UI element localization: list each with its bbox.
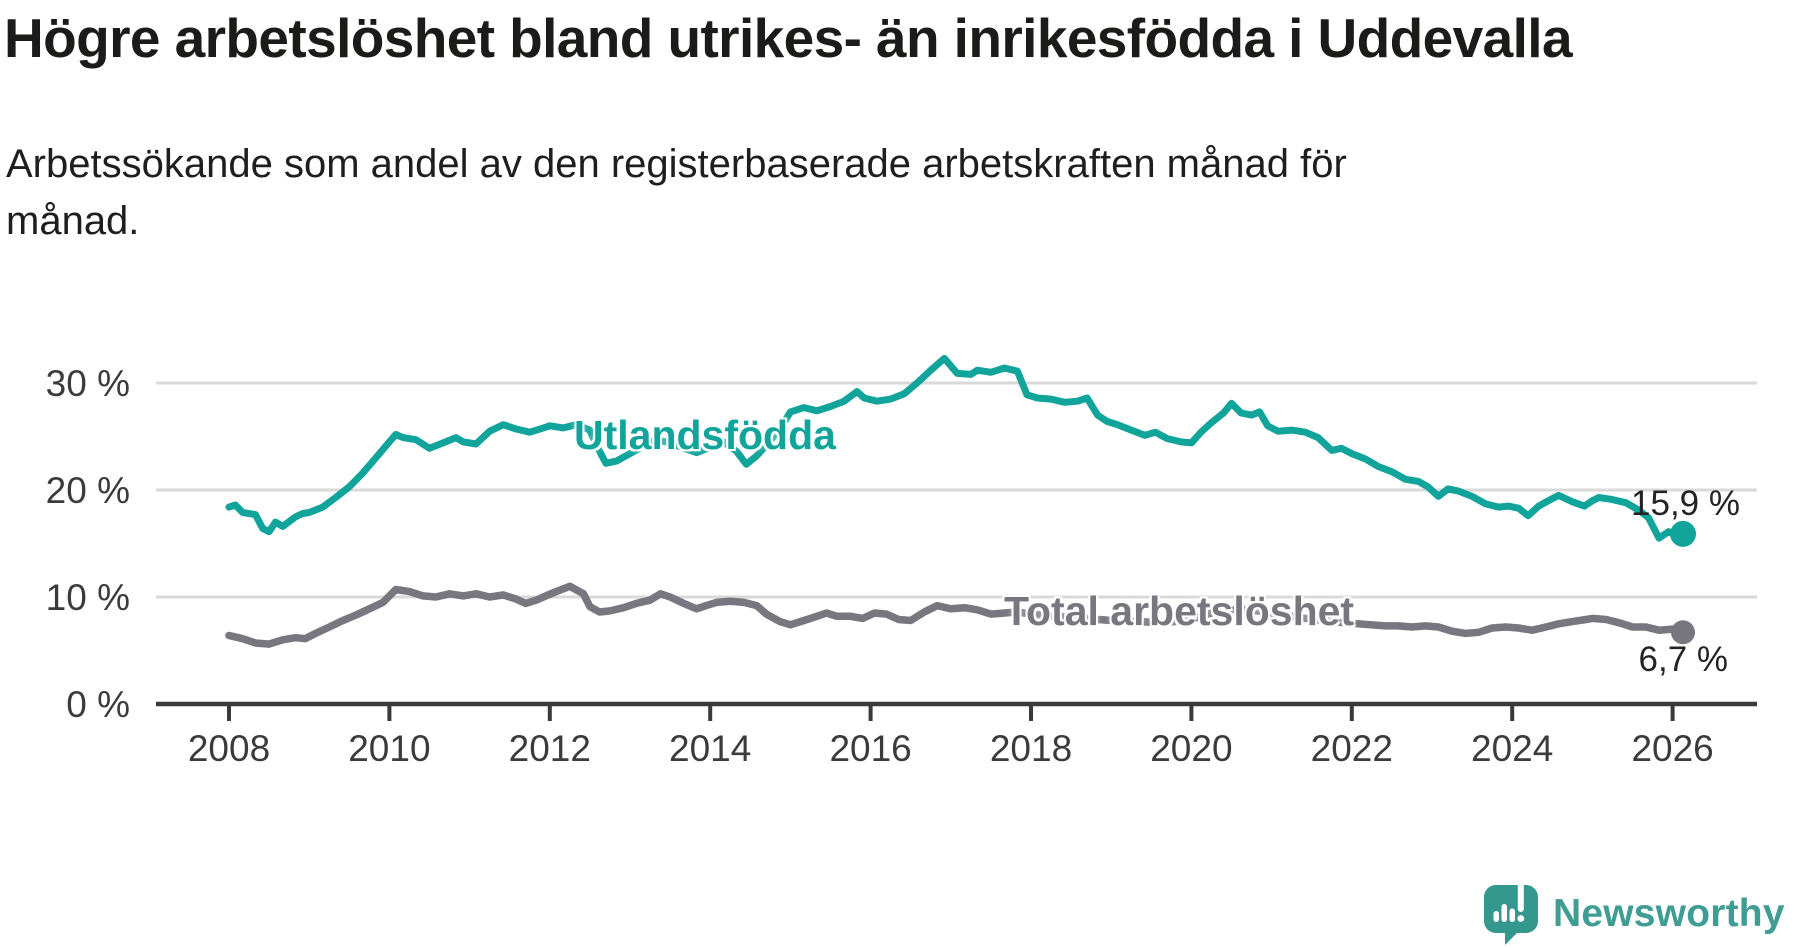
x-tick-label: 2020 (1150, 728, 1232, 769)
y-tick-label: 30 % (46, 363, 130, 404)
newsworthy-speech-bubble-chart-icon (1484, 882, 1538, 945)
series-end-dot-utlandsfodda (1670, 520, 1696, 547)
series-line-total (225, 582, 1687, 648)
series-label-utlandsfodda: Utlandsfödda (574, 412, 836, 458)
series-end-dot-total (1671, 620, 1695, 645)
x-tick-label: 2018 (990, 728, 1072, 769)
x-tick-label: 2016 (829, 728, 911, 769)
newsworthy-logo: Newsworthy (1484, 882, 1785, 946)
end-value-total: 6,7 % (1638, 640, 1729, 679)
page-title: Högre arbetslöshet bland utrikes- än inr… (4, 7, 1573, 69)
x-tick-label: 2010 (348, 728, 430, 769)
y-tick-label: 10 % (46, 577, 130, 618)
x-tick-label: 2022 (1311, 728, 1393, 769)
x-tick-label: 2014 (669, 728, 751, 769)
series-label-total-arbetsloshet: Total arbetslöshet (1004, 588, 1355, 634)
x-tick-label: 2024 (1471, 728, 1553, 769)
x-tick-label: 2012 (509, 728, 591, 769)
y-tick-label: 20 % (46, 470, 130, 511)
x-tick-label: 2026 (1631, 728, 1713, 769)
end-value-utlandsfodda: 15,9 % (1631, 484, 1740, 523)
y-tick-label: 0 % (66, 684, 130, 725)
series-line-utlandsfodda (225, 354, 1687, 542)
x-tick-label: 2008 (188, 728, 270, 769)
chart-subtitle: Arbetssökande som andel av den registerb… (6, 142, 1347, 244)
newsworthy-brand-text: Newsworthy (1553, 892, 1785, 935)
